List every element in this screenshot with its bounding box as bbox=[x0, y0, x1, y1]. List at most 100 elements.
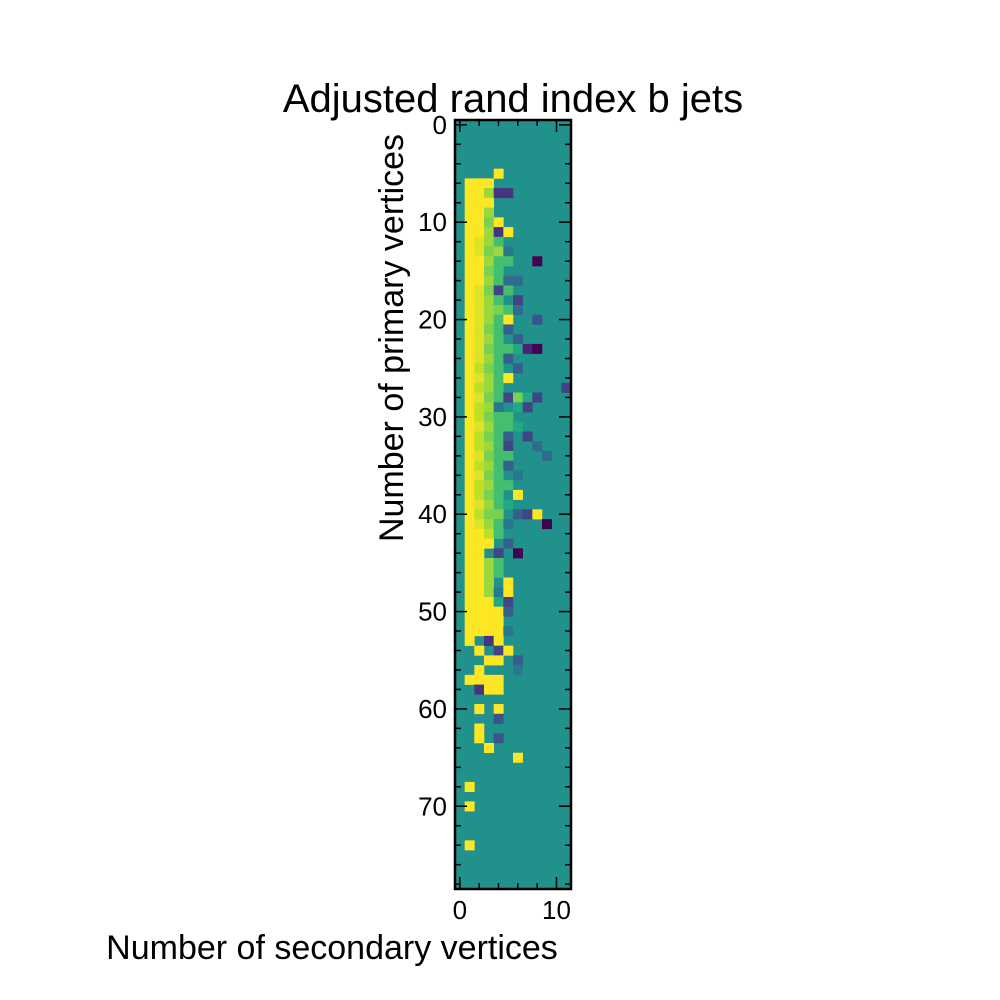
heatmap-cell bbox=[484, 285, 494, 296]
x-tick-label: 0 bbox=[453, 895, 467, 925]
heatmap-cell bbox=[484, 587, 494, 598]
heatmap-cell bbox=[464, 431, 475, 442]
heatmap-cell bbox=[493, 373, 504, 384]
heatmap-cell bbox=[464, 489, 475, 500]
heatmap-cell bbox=[532, 392, 543, 403]
heatmap-cell bbox=[522, 392, 533, 403]
heatmap-cell bbox=[464, 295, 475, 306]
heatmap-cell bbox=[493, 441, 504, 452]
heatmap-cell bbox=[474, 334, 485, 345]
heatmap-cell bbox=[474, 314, 485, 325]
y-tick-label: 30 bbox=[418, 402, 447, 432]
heatmap-cell bbox=[493, 470, 504, 481]
heatmap-cell bbox=[484, 567, 494, 578]
heatmap-cell bbox=[493, 616, 504, 627]
heatmap-cell bbox=[493, 480, 504, 491]
heatmap-cell bbox=[484, 626, 494, 637]
heatmap-cell bbox=[474, 450, 485, 461]
heatmap-cell bbox=[493, 567, 504, 578]
heatmap-cell bbox=[513, 343, 523, 354]
heatmap-cell bbox=[493, 246, 504, 257]
heatmap-cell bbox=[474, 519, 485, 530]
heatmap-cell bbox=[484, 314, 494, 325]
heatmap-cell bbox=[503, 480, 514, 491]
heatmap-cell bbox=[464, 197, 475, 208]
heatmap-cell bbox=[493, 626, 504, 637]
heatmap-cell bbox=[474, 733, 485, 744]
heatmap-cell bbox=[532, 343, 543, 354]
axis-ticks: 0 10 20 30 40 50 60 70 0 10 bbox=[418, 110, 571, 925]
heatmap-cell bbox=[503, 285, 514, 296]
heatmap-cell bbox=[513, 295, 523, 306]
heatmap-cell bbox=[493, 188, 504, 199]
heatmap-cell bbox=[484, 509, 494, 520]
heatmap-cell bbox=[474, 373, 485, 384]
heatmap-cell bbox=[493, 528, 504, 539]
heatmap-cell bbox=[513, 402, 523, 413]
heatmap-cell bbox=[493, 519, 504, 530]
heatmap-cell bbox=[493, 343, 504, 354]
heatmap-cell bbox=[484, 334, 494, 345]
heatmap-cell bbox=[484, 616, 494, 627]
heatmap-cell bbox=[484, 577, 494, 588]
heatmap-cell bbox=[464, 304, 475, 315]
heatmap-cell bbox=[493, 713, 504, 724]
heatmap-cell bbox=[464, 412, 475, 423]
heatmap-cell bbox=[474, 499, 485, 510]
heatmap-cell bbox=[464, 840, 475, 851]
heatmap-cell bbox=[464, 548, 475, 559]
heatmap-cell bbox=[493, 450, 504, 461]
heatmap-cell bbox=[484, 392, 494, 403]
heatmap-cell bbox=[503, 577, 514, 588]
heatmap-cells bbox=[464, 168, 572, 851]
heatmap-cell bbox=[503, 460, 514, 471]
heatmap-cell bbox=[503, 606, 514, 617]
heatmap-cell bbox=[542, 519, 552, 530]
heatmap-cell bbox=[493, 285, 504, 296]
heatmap-cell bbox=[484, 266, 494, 277]
heatmap-cell bbox=[493, 334, 504, 345]
heatmap-cell bbox=[493, 509, 504, 520]
heatmap-cell bbox=[484, 402, 494, 413]
heatmap-cell bbox=[484, 431, 494, 442]
heatmap-cell bbox=[474, 246, 485, 257]
heatmap-cell bbox=[464, 266, 475, 277]
heatmap-cell bbox=[503, 441, 514, 452]
heatmap-cell bbox=[493, 596, 504, 608]
heatmap-cell bbox=[484, 499, 494, 510]
heatmap-cell bbox=[474, 587, 485, 598]
heatmap-cell bbox=[474, 548, 485, 559]
heatmap-cell bbox=[503, 246, 514, 257]
heatmap-cell bbox=[474, 178, 485, 189]
heatmap-cell bbox=[503, 538, 514, 549]
heatmap-cell bbox=[464, 587, 475, 598]
plot-frame bbox=[453, 118, 573, 891]
heatmap-cell bbox=[474, 509, 485, 520]
heatmap-cell bbox=[464, 781, 475, 792]
heatmap-cell bbox=[513, 363, 523, 374]
heatmap-cell bbox=[513, 334, 523, 345]
heatmap-cell bbox=[474, 227, 485, 238]
heatmap-cell bbox=[474, 431, 485, 442]
heatmap-cell bbox=[493, 684, 504, 695]
heatmap-cell bbox=[464, 246, 475, 257]
heatmap-cell bbox=[484, 363, 494, 374]
heatmap-cell bbox=[484, 197, 494, 208]
x-tick-label: 10 bbox=[542, 895, 571, 925]
heatmap-cell bbox=[474, 256, 485, 267]
heatmap-cell bbox=[474, 353, 485, 364]
y-tick-label: 20 bbox=[418, 305, 447, 335]
heatmap-cell bbox=[474, 285, 485, 296]
heatmap-cell bbox=[493, 256, 504, 267]
heatmap-cell bbox=[464, 392, 475, 403]
heatmap-cell bbox=[503, 431, 514, 442]
y-tick-label: 70 bbox=[418, 791, 447, 821]
heatmap-cell bbox=[493, 324, 504, 335]
heatmap-cell bbox=[474, 236, 485, 247]
heatmap-cell bbox=[493, 382, 504, 393]
heatmap-cell bbox=[484, 353, 494, 364]
heatmap-cell bbox=[474, 665, 485, 676]
heatmap-cell bbox=[493, 499, 504, 510]
heatmap-cell bbox=[484, 470, 494, 481]
